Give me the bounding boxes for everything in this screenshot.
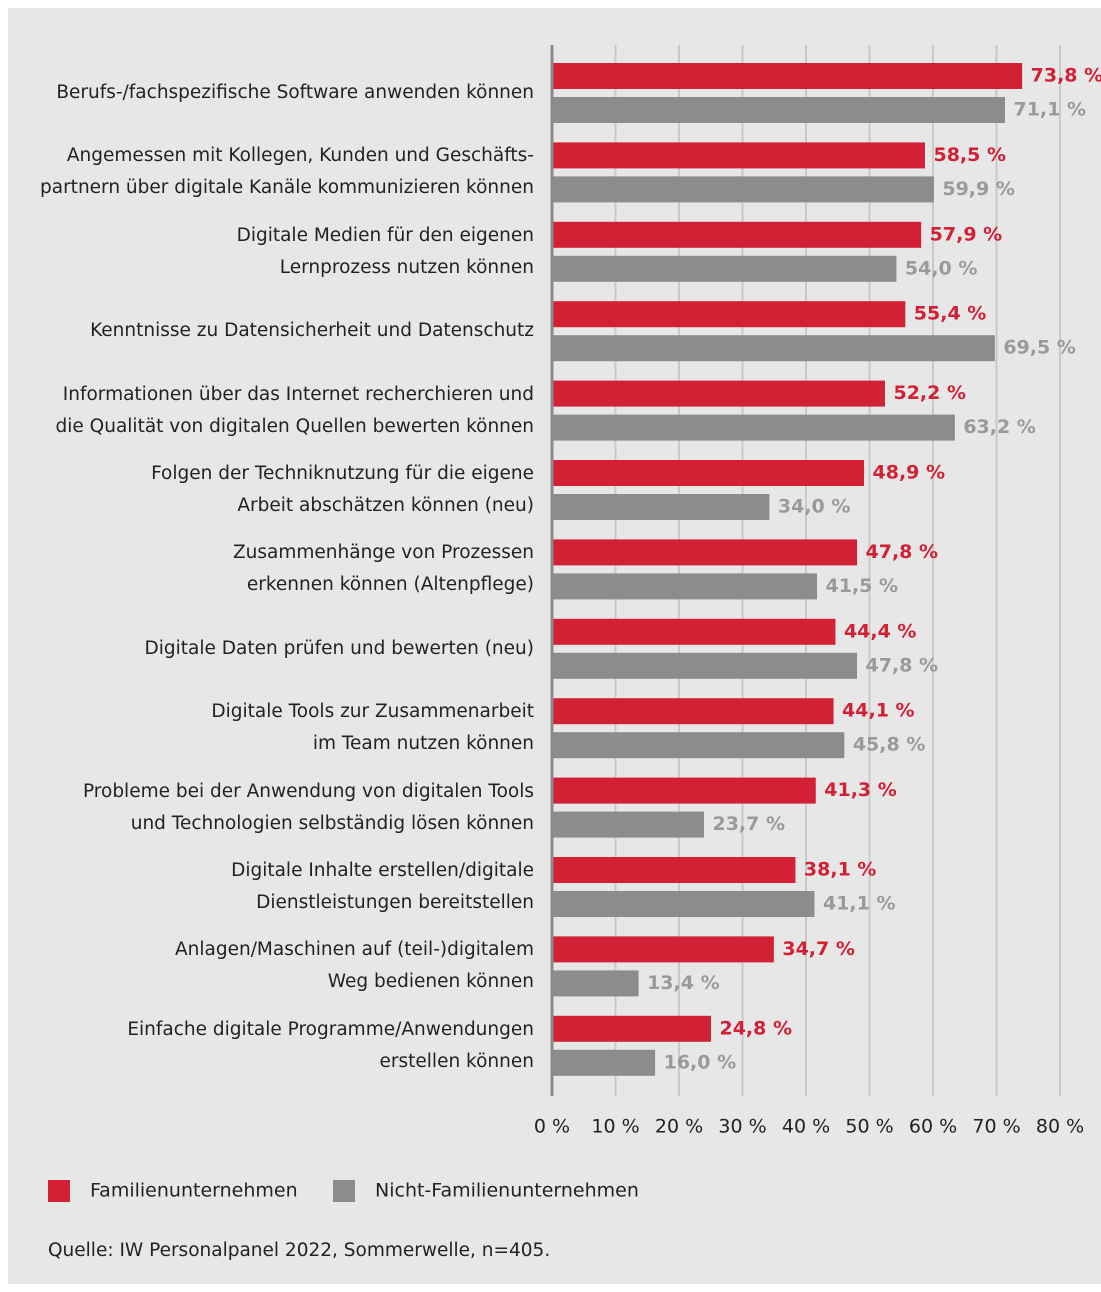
- bar: [553, 936, 774, 963]
- bar: [553, 970, 639, 997]
- value-label: 52,2 %: [893, 382, 966, 404]
- category-label: Einfache digitale Programme/Anwendungen …: [127, 1018, 534, 1072]
- category-label: Digitale Daten prüfen und bewerten (neu): [144, 637, 535, 659]
- category-label: Probleme bei der Anwendung von digitalen…: [82, 780, 534, 834]
- bar: [553, 255, 897, 282]
- category-label: Angemessen mit Kollegen, Kunden und Gesc…: [40, 145, 534, 199]
- source-note: Quelle: IW Personalpanel 2022, Sommerwel…: [48, 1240, 551, 1261]
- bar: [553, 380, 885, 407]
- category-label: Kenntnisse zu Datensicherheit und Datens…: [90, 320, 534, 342]
- legend-label: Familienunternehmen: [90, 1180, 298, 1202]
- bar: [553, 652, 858, 679]
- value-label: 47,8 %: [866, 541, 939, 563]
- value-label: 69,5 %: [1003, 337, 1076, 359]
- bar: [553, 573, 818, 600]
- category-label: Folgen der Techniknutzung für die eigene…: [151, 463, 534, 516]
- value-label: 13,4 %: [647, 972, 720, 994]
- bar: [553, 142, 925, 169]
- bar: [553, 539, 858, 566]
- value-label: 47,8 %: [866, 654, 939, 676]
- value-label: 58,5 %: [933, 144, 1006, 166]
- bar: [553, 221, 922, 248]
- x-tick-label: 30 %: [718, 1116, 766, 1138]
- value-label: 34,0 %: [778, 496, 851, 518]
- category-label: Informationen über das Internet recherch…: [55, 383, 534, 437]
- value-label: 48,9 %: [873, 462, 946, 484]
- bar: [553, 460, 865, 486]
- bar: [553, 698, 834, 725]
- value-label: 38,1 %: [804, 859, 877, 881]
- value-label: 41,5 %: [826, 575, 899, 597]
- value-label: 41,1 %: [823, 893, 896, 915]
- bar: [553, 301, 906, 328]
- bar: [553, 1049, 656, 1076]
- value-label: 41,3 %: [824, 779, 897, 801]
- x-tick-label: 0 %: [534, 1116, 570, 1138]
- value-label: 63,2 %: [963, 416, 1036, 438]
- legend-swatch: [333, 1180, 355, 1202]
- bar: [553, 891, 815, 917]
- bar: [553, 1015, 711, 1042]
- bar: [553, 176, 934, 203]
- value-label: 54,0 %: [905, 257, 978, 279]
- x-tick-label: 50 %: [845, 1116, 893, 1138]
- bar: [553, 732, 845, 759]
- category-label: Zusammenhänge von Prozessen erkennen kön…: [232, 542, 534, 596]
- value-label: 57,9 %: [930, 223, 1003, 245]
- x-tick-label: 80 %: [1036, 1116, 1084, 1138]
- value-label: 34,7 %: [782, 938, 855, 960]
- value-label: 44,1 %: [842, 700, 915, 722]
- x-tick-label: 40 %: [782, 1116, 830, 1138]
- x-tick-label: 20 %: [655, 1116, 703, 1138]
- bar: [553, 414, 955, 441]
- bar: [553, 335, 995, 362]
- value-label: 59,9 %: [942, 178, 1015, 200]
- category-label: Digitale Medien für den eigenen Lernproz…: [236, 224, 534, 278]
- value-label: 71,1 %: [1013, 99, 1086, 121]
- value-label: 24,8 %: [719, 1017, 792, 1039]
- x-tick-label: 60 %: [909, 1116, 957, 1138]
- category-label: Berufs-/fachspezifische Software anwende…: [56, 82, 534, 103]
- bar: [553, 63, 1023, 89]
- bar: [553, 857, 796, 883]
- bar: [553, 811, 704, 838]
- value-label: 23,7 %: [712, 813, 785, 835]
- category-label: Anlagen/Maschinen auf (teil-)digitalem W…: [174, 939, 534, 993]
- bar: [553, 494, 770, 520]
- legend-label: Nicht-Familienunternehmen: [375, 1180, 639, 1202]
- value-label: 44,4 %: [844, 620, 917, 642]
- category-label: Digitale Tools zur Zusammenarbeit im Tea…: [211, 701, 534, 755]
- x-tick-label: 10 %: [591, 1116, 639, 1138]
- bar: [553, 97, 1005, 123]
- value-label: 55,4 %: [914, 303, 987, 325]
- value-label: 73,8 %: [1031, 65, 1101, 87]
- legend-swatch: [48, 1180, 70, 1202]
- category-label: Digitale Inhalte erstellen/digitale Dien…: [231, 860, 534, 913]
- bar: [553, 777, 816, 804]
- value-label: 45,8 %: [853, 734, 926, 756]
- value-label: 16,0 %: [664, 1051, 737, 1073]
- bar: [553, 618, 836, 645]
- x-tick-label: 70 %: [972, 1116, 1020, 1138]
